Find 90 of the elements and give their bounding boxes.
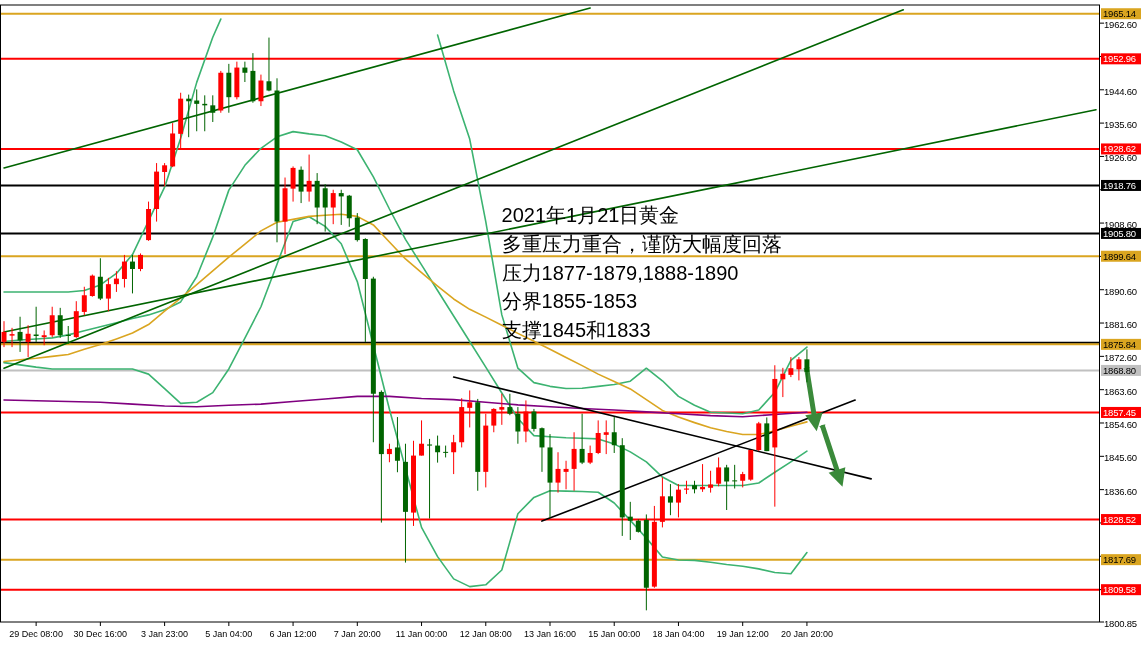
candlestick (708, 470, 714, 494)
candlestick (242, 61, 248, 83)
candlestick (531, 408, 537, 433)
ref-line-label: 1828.52 (1103, 514, 1136, 526)
candlestick (539, 426, 545, 473)
candlestick (555, 451, 561, 494)
candlestick (587, 445, 593, 465)
ref-line-label: 1868.80 (1103, 364, 1136, 376)
ref-line-label: 1918.76 (1103, 179, 1136, 191)
x-tick-label: 12 Jan 08:00 (459, 629, 512, 639)
ref-line-label: 1809.58 (1103, 584, 1136, 596)
candlestick (89, 274, 95, 298)
y-tick-label: 1926.60 (1104, 152, 1137, 164)
candlestick (97, 257, 103, 301)
ref-line-label: 1965.14 (1103, 8, 1136, 20)
candlestick (435, 435, 441, 464)
line-series (436, 34, 808, 415)
x-tick-label: 6 Jan 12:00 (269, 629, 317, 639)
candlestick (258, 74, 264, 107)
x-tick-label: 30 Dec 16:00 (73, 629, 128, 639)
candlestick (579, 413, 585, 465)
candlestick (81, 286, 87, 316)
candlestick (298, 165, 304, 204)
candlestick (627, 501, 633, 541)
y-tick-label: 1800.85 (1104, 618, 1137, 629)
x-tick-label: 11 Jan 00:00 (395, 629, 448, 639)
x-tick-label: 19 Jan 12:00 (716, 629, 769, 639)
candlestick (290, 165, 296, 203)
x-tick-label: 18 Jan 04:00 (652, 629, 705, 639)
candlestick (354, 212, 360, 243)
candlestick (306, 154, 312, 203)
y-tick-label: 1944.60 (1104, 85, 1137, 97)
ref-line-label: 1952.96 (1103, 53, 1136, 65)
x-tick-label: 3 Jan 23:00 (141, 629, 189, 639)
candlestick (732, 464, 738, 490)
y-tick-label: 1854.60 (1104, 419, 1137, 430)
candlestick (796, 356, 802, 381)
candlestick (346, 194, 352, 228)
candlestick (515, 406, 521, 445)
x-tick-label: 7 Jan 20:00 (333, 629, 381, 639)
ref-line-label: 1857.45 (1103, 406, 1136, 418)
candlestick (595, 419, 601, 455)
ref-line-label: 1928.62 (1103, 143, 1136, 155)
y-tick-label: 1890.60 (1104, 285, 1137, 297)
candlestick (716, 456, 722, 487)
y-tick-label: 1881.60 (1104, 319, 1137, 331)
candlestick (419, 419, 425, 457)
y-tick-label: 1845.60 (1104, 452, 1137, 464)
annotation: 多重压力重合，谨防大幅度回落 (501, 232, 782, 255)
candlestick (563, 460, 569, 490)
candlestick (330, 189, 336, 225)
candlestick (451, 434, 457, 475)
candlestick (386, 443, 392, 463)
candlestick (571, 431, 577, 492)
candlestick (322, 183, 328, 233)
candlestick (25, 324, 31, 358)
candlestick (121, 254, 127, 288)
x-tick-label: 20 Jan 20:00 (780, 629, 833, 639)
candlestick (507, 393, 513, 416)
y-tick-label: 1836.60 (1104, 485, 1137, 497)
candlestick (1, 320, 7, 348)
candlestick (611, 416, 617, 454)
x-tick-label: 13 Jan 16:00 (523, 629, 577, 639)
candlestick (394, 416, 400, 473)
ref-line-label: 1875.84 (1103, 338, 1136, 350)
y-tick-label: 1863.60 (1104, 385, 1137, 397)
candlestick (724, 464, 730, 511)
candlestick (49, 306, 55, 338)
ref-line-label: 1899.64 (1103, 250, 1136, 262)
candlestick (788, 356, 794, 378)
y-tick-label: 1935.60 (1104, 119, 1137, 131)
y-tick-label: 1872.60 (1104, 352, 1137, 364)
y-tick-label: 1962.60 (1104, 19, 1137, 31)
x-tick-label: 5 Jan 04:00 (205, 629, 253, 639)
candlestick (700, 463, 706, 493)
annotation: 分界1855-1853 (501, 290, 638, 313)
annotation: 压力1877-1879,1888-1890 (501, 261, 739, 284)
x-tick-label: 15 Jan 00:00 (588, 629, 641, 639)
candlestick (675, 483, 681, 518)
candlestick (667, 483, 673, 516)
x-tick-label: 29 Dec 08:00 (9, 629, 63, 639)
candlestick (105, 277, 111, 312)
candlestick (210, 94, 216, 123)
candlestick (427, 438, 433, 520)
candlestick (603, 419, 609, 455)
candlestick (266, 37, 272, 92)
candlestick (162, 162, 168, 187)
ref-line-label: 1817.69 (1103, 554, 1136, 566)
candlestick (129, 254, 135, 294)
candlestick (9, 327, 15, 348)
